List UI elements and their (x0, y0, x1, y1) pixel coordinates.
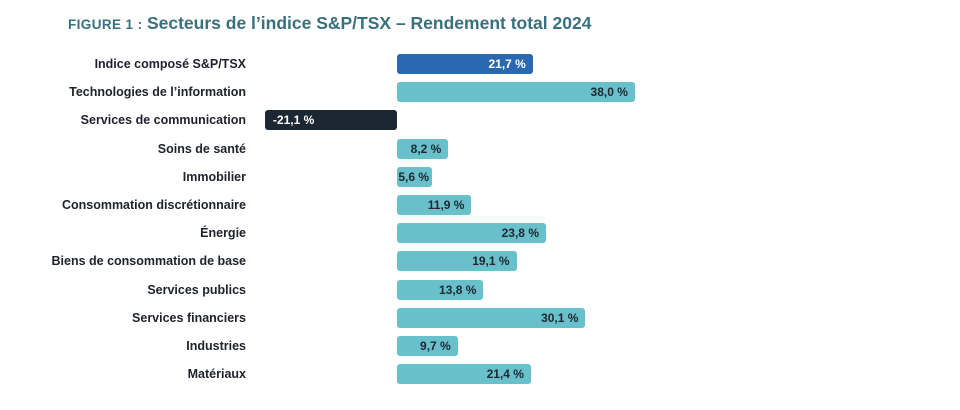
plot-area: 9,7 % (246, 335, 960, 356)
value-bar-sector: 30,1 % (397, 307, 586, 328)
value-label: 23,8 % (501, 226, 539, 241)
chart-row: Soins de santé 8,2 % (0, 135, 960, 163)
sector-bar-chart: Indice composé S&P/TSX 21,7 % Technologies… (0, 50, 960, 388)
value-bar-sector: 13,8 % (397, 279, 484, 300)
category-label: Matériaux (187, 367, 246, 382)
value-label: 13,8 % (439, 282, 477, 297)
category-label: Soins de santé (157, 141, 246, 156)
value-bar-sector: 23,8 % (397, 223, 546, 244)
plot-area: -21,1 % (246, 110, 960, 131)
value-bar-composite: 21,7 % (397, 54, 533, 75)
category-label: Immobilier (182, 169, 246, 184)
chart-row: Énergie 23,8 % (0, 219, 960, 247)
value-label: -21,1 % (272, 113, 315, 128)
value-bar-sector: 19,1 % (397, 251, 517, 272)
value-label: 11,9 % (427, 198, 465, 213)
value-label: 21,7 % (488, 57, 526, 72)
category-label: Énergie (200, 226, 246, 241)
chart-row: Services financiers 30,1 % (0, 304, 960, 332)
category-label: Indice composé S&P/TSX (94, 57, 246, 72)
figure-title: FIGURE 1 : Secteurs de l’indice S&P/TSX … (68, 12, 960, 36)
value-label: 8,2 % (410, 141, 442, 156)
figure-1: FIGURE 1 : Secteurs de l’indice S&P/TSX … (0, 12, 960, 388)
category-label: Industries (186, 338, 246, 353)
value-label: 9,7 % (420, 338, 451, 353)
category-label: Services publics (147, 282, 246, 297)
chart-row: Services de communication -21,1 % (0, 106, 960, 134)
plot-area: 23,8 % (246, 223, 960, 244)
value-label: 19,1 % (472, 254, 510, 269)
chart-row: Consommation discrétionnaire 11,9 % (0, 191, 960, 219)
plot-area: 38,0 % (246, 82, 960, 103)
plot-area: 13,8 % (246, 279, 960, 300)
value-bar-sector: 11,9 % (397, 195, 472, 216)
value-bar-sector: 21,4 % (397, 364, 531, 385)
value-label: 38,0 % (590, 85, 628, 100)
category-label: Consommation discrétionnaire (61, 198, 246, 213)
value-label: 21,4 % (486, 367, 524, 382)
plot-area: 30,1 % (246, 307, 960, 328)
plot-area: 19,1 % (246, 251, 960, 272)
chart-row: Indice composé S&P/TSX 21,7 % (0, 50, 960, 78)
figure-heading: Secteurs de l’indice S&P/TSX – Rendement… (146, 13, 592, 33)
chart-row: Immobilier 5,6 % (0, 163, 960, 191)
chart-row: Technologies de l’information 38,0 % (0, 78, 960, 106)
value-bar-negative: -21,1 % (264, 110, 397, 131)
plot-area: 5,6 % (246, 166, 960, 187)
value-label: 30,1 % (541, 310, 579, 325)
category-label: Services de communication (80, 113, 246, 128)
chart-row: Matériaux 21,4 % (0, 360, 960, 388)
category-label: Biens de consommation de base (51, 254, 247, 269)
plot-area: 8,2 % (246, 138, 960, 159)
plot-area: 11,9 % (246, 195, 960, 216)
value-label: 5,6 % (398, 169, 430, 184)
category-label: Technologies de l’information (69, 85, 246, 100)
plot-area: 21,7 % (246, 54, 960, 75)
value-bar-sector: 5,6 % (397, 166, 433, 187)
chart-row: Services publics 13,8 % (0, 276, 960, 304)
value-bar-sector: 9,7 % (397, 335, 458, 356)
category-label: Services financiers (132, 310, 246, 325)
value-bar-sector: 38,0 % (397, 82, 635, 103)
chart-row: Biens de consommation de base 19,1 % (0, 247, 960, 275)
figure-number-label: FIGURE 1 : (68, 17, 143, 32)
chart-row: Industries 9,7 % (0, 332, 960, 360)
value-bar-sector: 8,2 % (397, 138, 449, 159)
plot-area: 21,4 % (246, 364, 960, 385)
